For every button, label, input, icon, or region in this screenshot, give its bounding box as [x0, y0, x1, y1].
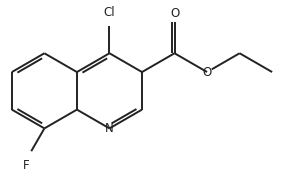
Text: Cl: Cl	[104, 6, 115, 19]
Text: O: O	[170, 7, 179, 20]
Text: F: F	[23, 159, 30, 172]
Text: N: N	[105, 122, 114, 135]
Text: O: O	[202, 66, 212, 78]
